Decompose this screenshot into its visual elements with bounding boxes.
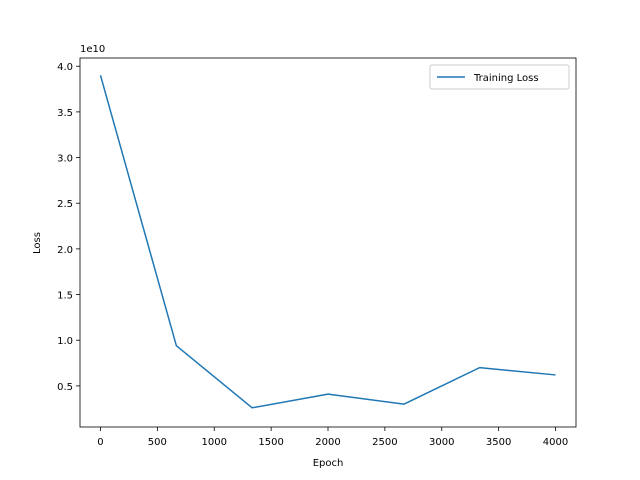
x-tick-label: 2500: [372, 437, 397, 448]
x-tick-label: 1000: [202, 437, 227, 448]
plot-frame: [79, 57, 577, 428]
y-axis-ticks: 0.5 1.0 1.5 2.0 2.5 3.0 3.5 4.0: [57, 62, 80, 393]
y-tick-label: 3.5: [57, 108, 73, 119]
plot-area: [80, 58, 576, 427]
data-point: [327, 393, 329, 395]
data-point: [251, 407, 253, 409]
series-layer: [99, 75, 557, 409]
legend-box: [429, 64, 570, 90]
legend: Training Loss: [429, 64, 570, 90]
x-tick-label: 500: [148, 437, 167, 448]
y-tick-label: 2.5: [57, 199, 73, 210]
x-tick-label: 0: [97, 437, 103, 448]
y-tick-label: 3.0: [57, 154, 73, 165]
data-point: [555, 374, 557, 376]
y-tick-label: 1.5: [57, 291, 73, 302]
x-axis-ticks: 0 500 1000 1500 2000 2500 3000 3500 4000: [97, 427, 568, 448]
y-tick-label: 4.0: [57, 62, 73, 73]
legend-label: Training Loss: [473, 73, 539, 84]
x-tick-label: 1500: [258, 437, 283, 448]
data-point: [479, 367, 481, 369]
x-tick-label: 3500: [486, 437, 511, 448]
data-point: [100, 75, 102, 77]
x-tick-label: 2000: [315, 437, 340, 448]
y-tick-label: 1.0: [57, 336, 73, 347]
x-tick-label: 4000: [543, 437, 568, 448]
y-tick-label: 2.0: [57, 245, 73, 256]
y-tick-label: 0.5: [57, 382, 73, 393]
y-axis-label: Loss: [32, 232, 43, 254]
x-axis-label: Epoch: [313, 458, 344, 469]
series-line-training-loss: [99, 75, 556, 409]
x-tick-label: 3000: [429, 437, 454, 448]
data-point: [176, 345, 178, 347]
y-offset-label: 1e10: [80, 44, 105, 55]
data-point: [403, 403, 405, 405]
